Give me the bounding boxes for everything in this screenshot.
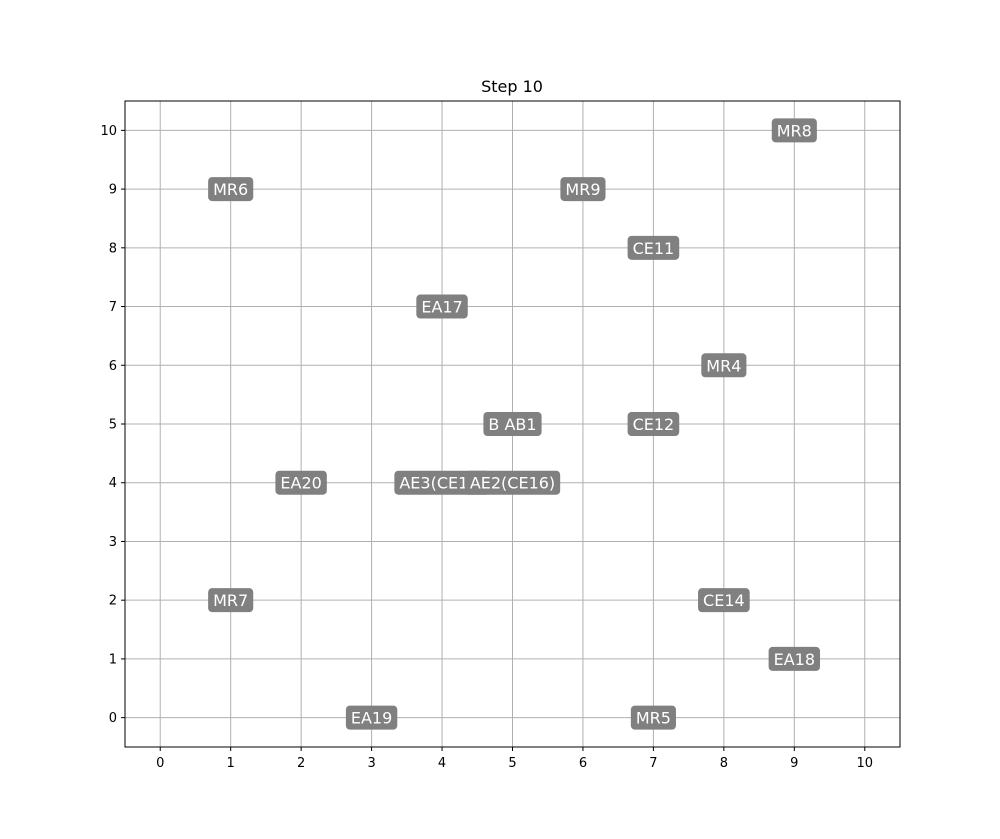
y-tick-label: 10	[100, 124, 117, 139]
x-tick-label: 8	[720, 756, 728, 771]
point-label-text: CE12	[633, 415, 675, 434]
x-tick-label: 1	[227, 756, 235, 771]
x-tick-label: 2	[297, 756, 305, 771]
point-label-text: MR6	[213, 180, 248, 199]
x-tick-label: 5	[508, 756, 516, 771]
point-label-text: MR5	[636, 709, 671, 728]
y-tick-label: 6	[109, 359, 117, 374]
point-label-box	[771, 118, 817, 143]
point-label-text: B AB1	[488, 415, 536, 434]
point-label-box	[698, 588, 750, 613]
point-label-text: MR8	[777, 121, 812, 140]
point-label-text: EA18	[774, 650, 815, 669]
y-tick-label: 8	[109, 241, 117, 256]
point-label: AE2(CE16)	[464, 470, 561, 495]
point-label: EA18	[768, 646, 821, 671]
point-label-text: CE11	[633, 239, 675, 258]
point-label-text: AE2(CE16)	[470, 474, 555, 493]
point-label: CE14	[698, 588, 750, 613]
point-label-box	[627, 235, 680, 260]
point-label-box	[768, 646, 821, 671]
point-label-text: MR7	[213, 591, 248, 610]
point-label-box	[560, 177, 606, 202]
x-tick-label: 3	[367, 756, 375, 771]
data-labels: MR8 MR6 MR9 CE11 EA17 MR4 B AB1 CE12 EA20 AE3(CE1…	[208, 118, 821, 730]
point-label: MR8	[771, 118, 817, 143]
point-label-box	[275, 470, 327, 495]
point-label: MR7	[208, 588, 254, 613]
point-label-box	[627, 412, 680, 436]
point-label-box	[416, 294, 468, 319]
point-label-text: EA17	[421, 298, 462, 317]
point-label: EA20	[275, 470, 327, 495]
y-tick-label: 9	[109, 183, 117, 198]
x-tick-label: 7	[649, 756, 657, 771]
point-label-box	[630, 705, 676, 730]
chart-title: Step 10	[481, 77, 543, 96]
x-tick-label: 9	[790, 756, 798, 771]
point-label-text: MR4	[706, 356, 741, 375]
x-tick-label: 0	[156, 756, 164, 771]
point-label: MR9	[560, 177, 606, 202]
x-tick-label: 6	[579, 756, 587, 771]
point-label-box	[701, 353, 747, 378]
point-label: MR4	[701, 353, 747, 378]
y-tick-label: 4	[109, 476, 117, 491]
point-label-text: CE14	[703, 591, 745, 610]
point-label: B AB1	[483, 412, 542, 436]
point-label: EA17	[416, 294, 468, 319]
y-tick-label: 7	[109, 300, 117, 315]
point-label: MR5	[630, 705, 676, 730]
y-tick-label: 5	[109, 418, 117, 433]
point-label: MR6	[208, 177, 254, 202]
point-label-box	[464, 470, 561, 495]
x-tick-label: 10	[856, 756, 873, 771]
point-label: CE12	[627, 412, 680, 436]
point-label-box	[483, 412, 542, 436]
point-label: CE11	[627, 235, 680, 260]
point-label-box	[345, 705, 398, 730]
x-tick-label: 4	[438, 756, 446, 771]
y-tick-label: 1	[109, 652, 117, 667]
point-label-text: AE3(CE13)	[399, 474, 484, 493]
point-label-box	[208, 177, 254, 202]
point-label-text: EA20	[280, 474, 321, 493]
point-label-text: MR9	[565, 180, 600, 199]
point-label-box	[208, 588, 254, 613]
y-tick-label: 3	[109, 535, 117, 550]
y-tick-label: 2	[109, 594, 117, 609]
point-label: EA19	[345, 705, 398, 730]
y-tick-label: 0	[109, 711, 117, 726]
point-label-text: EA19	[351, 709, 392, 728]
axis-ticks: 0 1 2 3 4 5 6 7 8 9 10 0 1 2 3 4 5 6 7 8 9 10	[100, 124, 873, 771]
